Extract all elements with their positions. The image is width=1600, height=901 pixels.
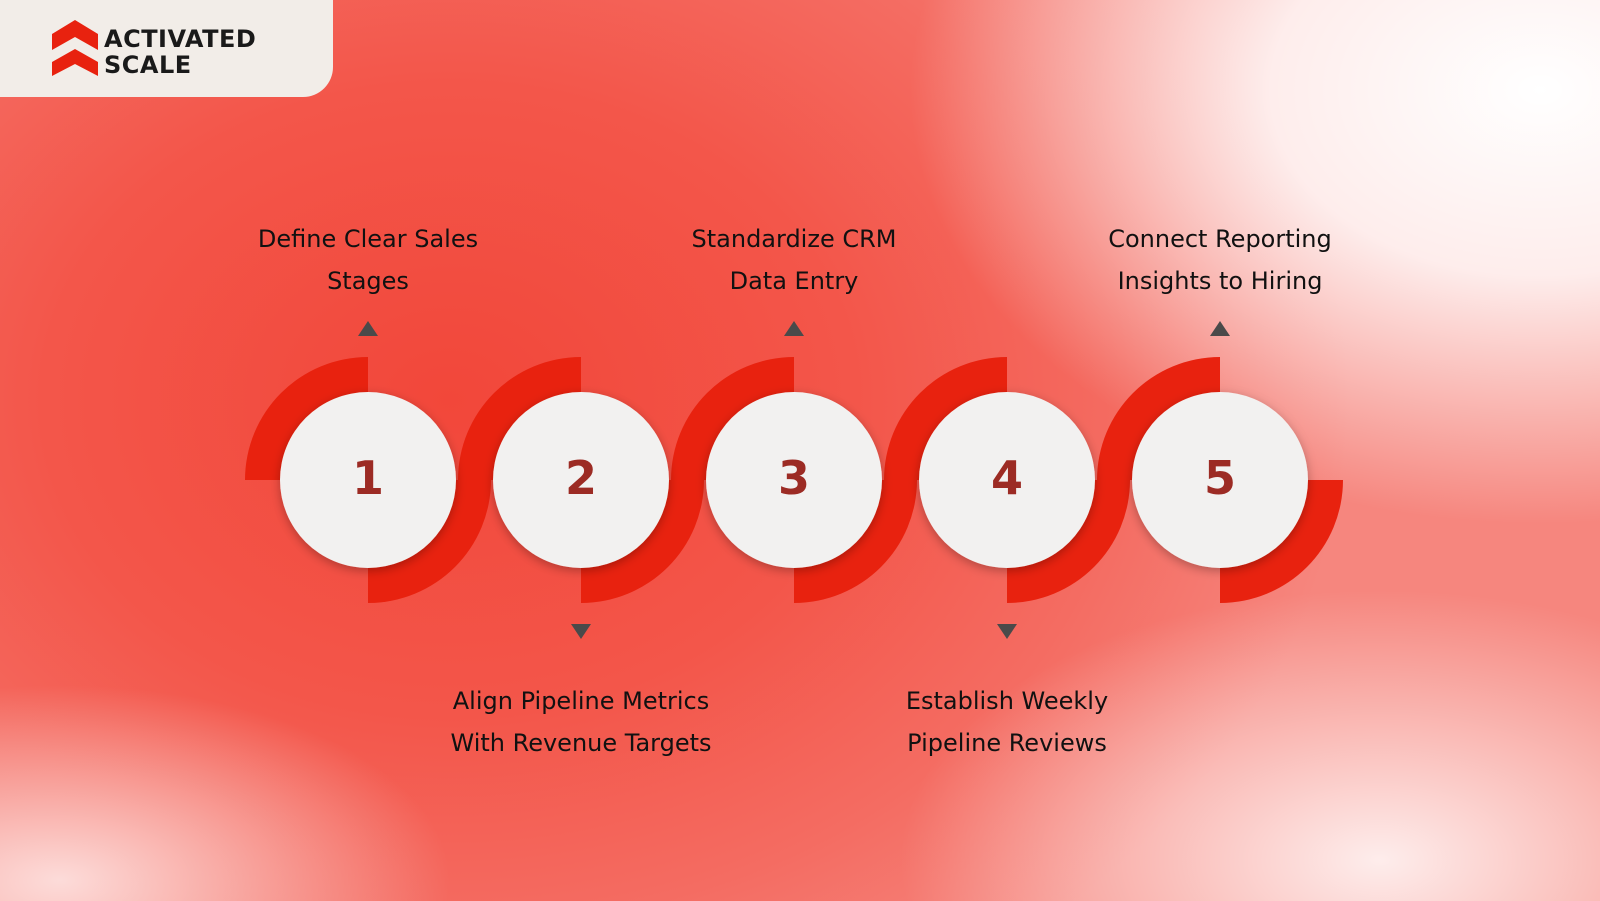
step-2-arrow-down-icon bbox=[571, 624, 591, 639]
step-5-circle bbox=[1132, 392, 1308, 568]
step-4-circle bbox=[919, 392, 1095, 568]
step-4-arrow-down-icon bbox=[997, 624, 1017, 639]
step-3-arrow-up-icon bbox=[784, 321, 804, 336]
step-2-number: 2 bbox=[564, 451, 597, 505]
step-3-label-line1: Standardize CRM bbox=[691, 225, 897, 253]
step-5-label-line2: Insights to Hiring bbox=[1117, 267, 1323, 295]
step-1-label-line2: Stages bbox=[327, 267, 409, 295]
chevron-stack-logo-icon bbox=[52, 20, 98, 76]
step-1-label-line1: Define Clear Sales bbox=[257, 225, 479, 253]
step-5-label-line1: Connect Reporting bbox=[1108, 225, 1332, 253]
step-5-number: 5 bbox=[1203, 451, 1236, 505]
step-4-label-line2: Pipeline Reviews bbox=[907, 729, 1107, 757]
step-1-arrow-up-icon bbox=[358, 321, 378, 336]
step-2-label-line2: With Revenue Targets bbox=[450, 729, 712, 757]
step-3-circle bbox=[706, 392, 882, 568]
brand-name-line2: SCALE bbox=[104, 51, 192, 79]
step-4-label: Establish Weekly Pipeline Reviews bbox=[857, 680, 1157, 764]
step-2-label: Align Pipeline Metrics With Revenue Targe… bbox=[431, 680, 731, 764]
brand-name: ACTIVATED SCALE bbox=[104, 26, 256, 78]
step-1-circle bbox=[280, 392, 456, 568]
step-3-number: 3 bbox=[777, 451, 810, 505]
step-4-label-line1: Establish Weekly bbox=[905, 687, 1109, 715]
logo-card: ACTIVATED SCALE bbox=[0, 0, 333, 97]
step-1-label: Define Clear Sales Stages bbox=[218, 218, 518, 302]
step-3-label: Standardize CRM Data Entry bbox=[644, 218, 944, 302]
step-4-number: 4 bbox=[990, 451, 1023, 505]
step-5-arrow-up-icon bbox=[1210, 321, 1230, 336]
step-2-circle bbox=[493, 392, 669, 568]
step-1-number: 1 bbox=[351, 451, 384, 505]
step-2-label-line1: Align Pipeline Metrics bbox=[452, 687, 710, 715]
step-5-label: Connect Reporting Insights to Hiring bbox=[1070, 218, 1370, 302]
step-3-label-line2: Data Entry bbox=[729, 267, 859, 295]
brand-name-line1: ACTIVATED bbox=[104, 25, 257, 53]
